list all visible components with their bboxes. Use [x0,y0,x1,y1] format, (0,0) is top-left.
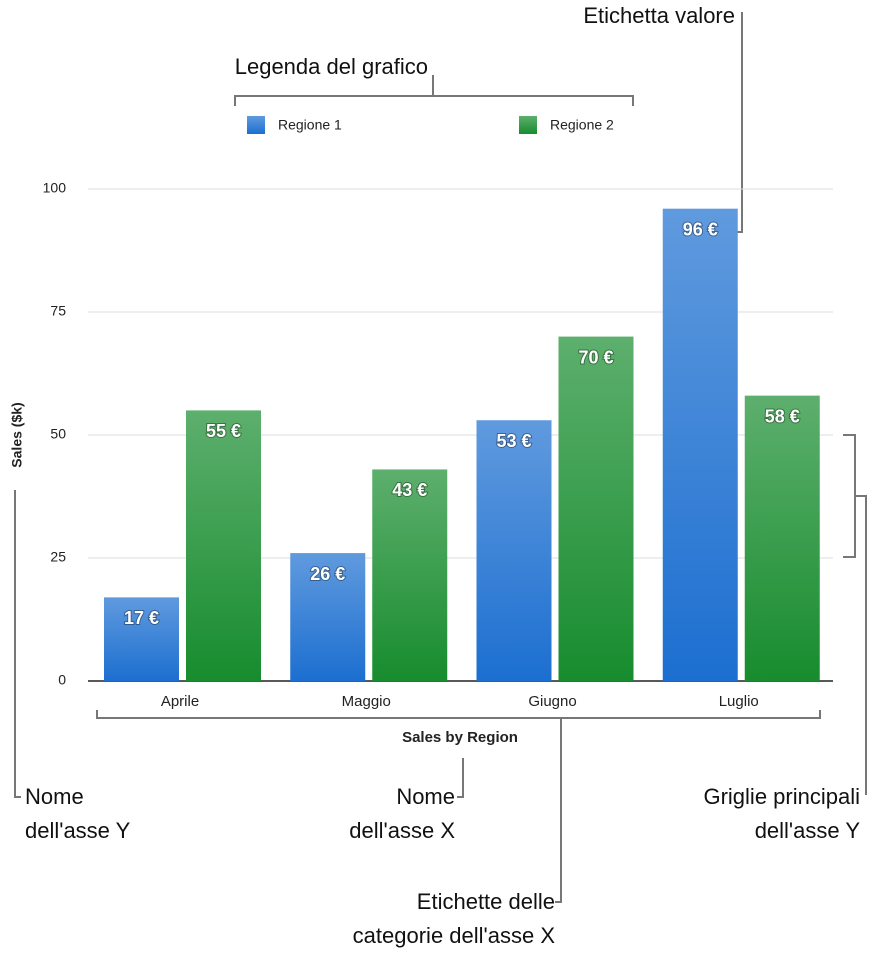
leader-bracket [234,75,634,106]
value-label: 70 € [578,347,613,367]
value-label: 43 € [392,480,427,500]
bar [662,208,738,681]
bar [186,410,261,681]
bar [104,597,179,681]
leader-bracket [96,710,821,719]
annotation: Etichetta valore [583,3,735,28]
annotation: dell'asse Y [25,818,131,843]
leader-line [457,758,464,798]
legend-label: Regione 2 [550,117,614,133]
leader-bracket [843,434,867,795]
leader-line [555,718,562,903]
value-label: 53 € [496,431,531,451]
leader-line [14,490,21,798]
annotation: Griglie principali [703,784,860,809]
y-tick-label: 100 [43,180,67,196]
value-label: 26 € [310,564,345,584]
bar [372,469,448,681]
legend-label: Regione 1 [278,117,342,133]
y-tick-label: 75 [50,303,66,319]
x-tick-label: Aprile [161,693,199,710]
x-tick-label: Giugno [528,693,576,710]
value-label: 17 € [124,608,159,628]
annotation: dell'asse Y [755,818,861,843]
bar [476,420,552,681]
y-axis-title: Sales ($k) [9,402,25,467]
legend-swatch [519,116,537,134]
annotation: Nome [25,784,84,809]
value-label: 55 € [206,421,241,441]
y-tick-label: 25 [50,549,66,565]
bar [744,395,820,681]
annotation: Legenda del grafico [235,54,428,79]
value-label: 96 € [683,219,718,239]
y-tick-label: 50 [50,426,66,442]
annotation: categorie dell'asse X [353,923,556,948]
x-axis-title: Sales by Region [402,729,518,746]
x-tick-label: Maggio [342,693,391,710]
leader-line [727,12,743,233]
annotation: Etichette delle [417,889,555,914]
annotation: Nome [396,784,455,809]
bar [558,336,634,681]
x-tick-label: Luglio [719,693,759,710]
value-label: 58 € [765,406,800,426]
bar [290,553,366,681]
legend-swatch [247,116,265,134]
y-tick-label: 0 [58,672,66,688]
annotation: dell'asse X [349,818,455,843]
